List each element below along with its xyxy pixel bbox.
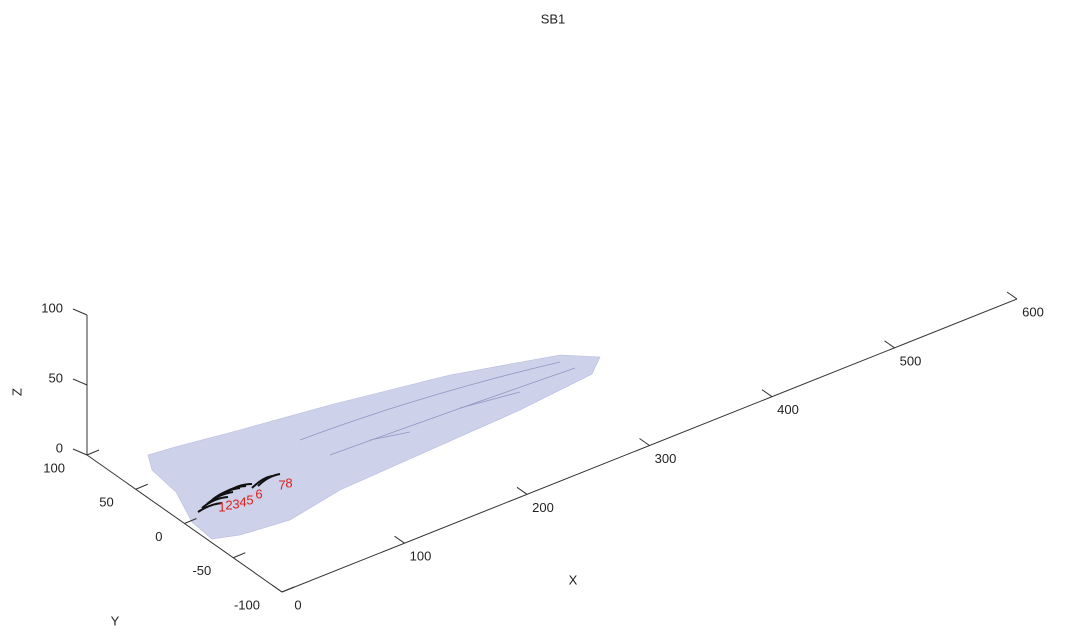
markers [197, 473, 281, 513]
y-tick-label: -50 [192, 563, 211, 578]
y-tick-label: 100 [43, 460, 65, 475]
x-tick-label: 200 [532, 500, 554, 515]
point-label: 1 [218, 499, 225, 514]
y-tick [233, 552, 246, 559]
z-tick [72, 308, 88, 316]
x-tick [884, 340, 895, 349]
y-tick [135, 483, 148, 490]
point-label: 6 [255, 486, 262, 501]
x-tick [761, 389, 773, 398]
x-tick [394, 535, 405, 544]
point-label: 7 [278, 477, 285, 492]
chart-title: SB1 [541, 11, 566, 26]
y-tick-label: -100 [234, 597, 260, 612]
x-tick-label: 100 [410, 549, 432, 564]
x-tick [1006, 291, 1018, 300]
point-label: 5 [246, 492, 253, 507]
x-axis-label: X [569, 572, 578, 587]
x-tick-label: 600 [1022, 304, 1044, 319]
z-axis-label: Z [9, 388, 24, 396]
y-tick-label: 50 [99, 495, 113, 510]
y-tick [86, 449, 100, 456]
point-label: 8 [285, 475, 292, 490]
x-tick-label: 0 [294, 597, 301, 612]
z-tick-label: 50 [49, 370, 63, 385]
point-label: 3 [232, 496, 239, 511]
z-tick [72, 378, 88, 386]
z-tick-label: 100 [41, 300, 63, 315]
z-tick [72, 448, 88, 456]
y-tick-label: 0 [155, 529, 162, 544]
y-tick [184, 518, 197, 524]
y-tick [281, 586, 295, 593]
point-label: 4 [239, 494, 246, 509]
z-tick-label: 0 [56, 440, 63, 455]
x-tick [271, 584, 283, 593]
x-tick-label: 400 [777, 402, 799, 417]
x-tick-label: 500 [900, 353, 922, 368]
x-tick [516, 486, 528, 495]
x-tick-label: 300 [655, 451, 677, 466]
y-axis-label: Y [111, 613, 120, 628]
point-label: 2 [225, 497, 232, 512]
x-tick [639, 438, 650, 446]
surface-ridges [299, 361, 576, 456]
